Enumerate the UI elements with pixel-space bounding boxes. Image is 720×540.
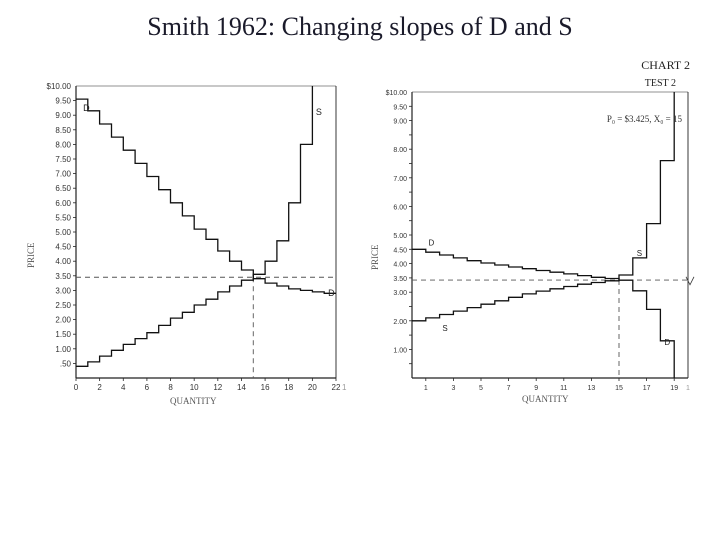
svg-text:$10.00: $10.00 (386, 90, 408, 97)
svg-text:18: 18 (284, 383, 293, 392)
svg-text:17: 17 (643, 385, 651, 392)
svg-text:5.00: 5.00 (393, 233, 407, 240)
svg-text:S: S (637, 249, 642, 258)
svg-text:5: 5 (479, 385, 483, 392)
svg-text:D: D (328, 288, 335, 298)
svg-text:4.50: 4.50 (393, 247, 407, 254)
svg-text:4.50: 4.50 (55, 243, 71, 252)
svg-text:$10.00: $10.00 (47, 82, 72, 91)
svg-text:.50: .50 (60, 359, 72, 368)
svg-text:7.00: 7.00 (55, 170, 71, 179)
left-chart-svg: .50 1.00 1.50 2.00 2.50 3.00 3.50 4.00 4.50 5.00 5… (30, 78, 350, 408)
svg-text:1.00: 1.00 (55, 345, 71, 354)
svg-text:14: 14 (237, 383, 246, 392)
svg-text:4: 4 (121, 383, 126, 392)
left-chart: .50 1.00 1.50 2.00 2.50 3.00 3.50 4.00 4.50 5.00 5… (30, 78, 350, 408)
svg-text:8.50: 8.50 (55, 126, 71, 135)
svg-text:13: 13 (588, 385, 596, 392)
svg-text:5.50: 5.50 (55, 213, 71, 222)
svg-text:8: 8 (168, 383, 173, 392)
svg-text:15: 15 (615, 385, 623, 392)
svg-text:9.50: 9.50 (55, 97, 71, 106)
svg-text:8.00: 8.00 (393, 147, 407, 154)
page-title: Smith 1962: Changing slopes of D and S (0, 12, 720, 42)
chart2-label: CHART 2 (641, 58, 690, 73)
svg-text:1: 1 (424, 385, 428, 392)
svg-text:1.50: 1.50 (55, 330, 71, 339)
svg-text:5.00: 5.00 (55, 228, 71, 237)
svg-text:7.00: 7.00 (393, 176, 407, 183)
svg-text:D: D (429, 238, 435, 247)
svg-text:1: 1 (342, 383, 347, 392)
right-eq-annot: P₀ = $3.425, X₀ = 15 (607, 114, 682, 124)
svg-text:1: 1 (686, 385, 690, 392)
right-chart: 1.00 2.00 3.00 3.50 4.00 4.50 5.00 6.00 7.00 8.00… (372, 86, 702, 406)
svg-text:2.00: 2.00 (55, 316, 71, 325)
right-xlabel: QUANTITY (522, 394, 569, 404)
svg-text:8.00: 8.00 (55, 140, 71, 149)
svg-text:9: 9 (534, 385, 538, 392)
svg-text:S: S (316, 107, 322, 117)
svg-text:0: 0 (74, 383, 79, 392)
svg-text:3.50: 3.50 (393, 276, 407, 283)
svg-text:S: S (442, 324, 447, 333)
svg-text:6.50: 6.50 (55, 184, 71, 193)
svg-text:20: 20 (308, 383, 317, 392)
svg-text:D: D (83, 103, 90, 113)
right-ylabel: PRICE (370, 244, 380, 270)
svg-text:16: 16 (261, 383, 270, 392)
svg-text:6.00: 6.00 (55, 199, 71, 208)
svg-text:7.50: 7.50 (55, 155, 71, 164)
svg-text:7: 7 (507, 385, 511, 392)
svg-text:10: 10 (190, 383, 199, 392)
svg-text:2.50: 2.50 (55, 301, 71, 310)
svg-text:D: D (664, 338, 670, 347)
svg-text:9.50: 9.50 (393, 104, 407, 111)
svg-text:22: 22 (332, 383, 341, 392)
svg-text:9.00: 9.00 (393, 119, 407, 126)
svg-text:9.00: 9.00 (55, 111, 71, 120)
svg-text:4.00: 4.00 (393, 262, 407, 269)
svg-text:2.00: 2.00 (393, 319, 407, 326)
svg-text:1.00: 1.00 (393, 347, 407, 354)
svg-text:19: 19 (670, 385, 678, 392)
svg-text:4.00: 4.00 (55, 257, 71, 266)
svg-text:2: 2 (97, 383, 102, 392)
svg-text:3.00: 3.00 (393, 290, 407, 297)
svg-text:11: 11 (560, 385, 567, 392)
svg-text:3.00: 3.00 (55, 286, 71, 295)
left-xlabel: QUANTITY (170, 396, 217, 406)
svg-text:6: 6 (145, 383, 150, 392)
svg-text:6.00: 6.00 (393, 204, 407, 211)
svg-text:3.50: 3.50 (55, 272, 71, 281)
right-chart-svg: 1.00 2.00 3.00 3.50 4.00 4.50 5.00 6.00 7.00 8.00… (372, 86, 702, 406)
svg-text:12: 12 (213, 383, 222, 392)
svg-text:3: 3 (451, 385, 455, 392)
left-ylabel: PRICE (26, 242, 36, 268)
